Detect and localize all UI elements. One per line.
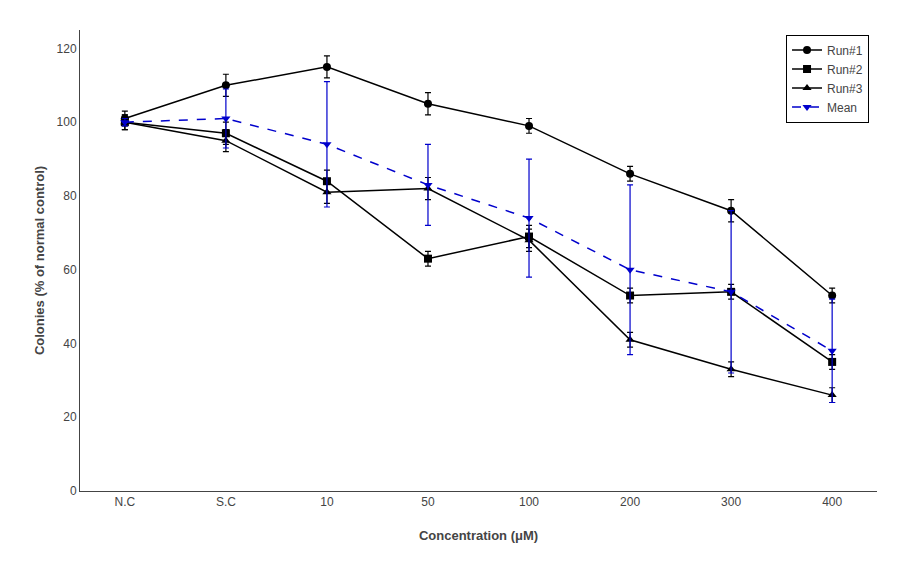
svg-text:100: 100	[519, 495, 539, 509]
svg-text:120: 120	[57, 42, 77, 56]
svg-text:10: 10	[320, 495, 334, 509]
svg-text:N.C: N.C	[115, 495, 136, 509]
svg-text:80: 80	[63, 189, 77, 203]
svg-text:Concentration (μM): Concentration (μM)	[419, 528, 538, 543]
svg-text:20: 20	[63, 410, 77, 424]
svg-text:S.C: S.C	[216, 495, 236, 509]
svg-text:Run#2: Run#2	[827, 63, 863, 77]
svg-text:300: 300	[721, 495, 741, 509]
svg-text:200: 200	[620, 495, 640, 509]
svg-text:50: 50	[421, 495, 435, 509]
svg-text:40: 40	[63, 337, 77, 351]
svg-text:Colonies (% of normal control): Colonies (% of normal control)	[32, 166, 47, 355]
svg-text:Mean: Mean	[827, 101, 857, 115]
svg-text:400: 400	[822, 495, 842, 509]
svg-text:Run#3: Run#3	[827, 82, 863, 96]
svg-text:0: 0	[70, 484, 77, 498]
svg-text:60: 60	[63, 263, 77, 277]
svg-text:Run#1: Run#1	[827, 44, 863, 58]
svg-text:100: 100	[57, 115, 77, 129]
